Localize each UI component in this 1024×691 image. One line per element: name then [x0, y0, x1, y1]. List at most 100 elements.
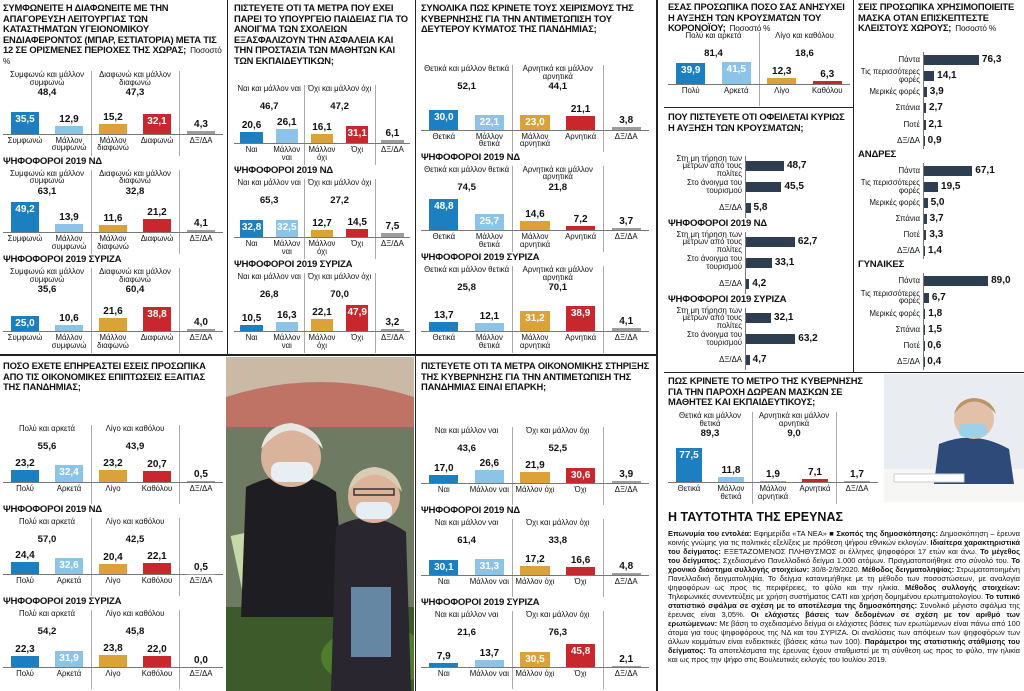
- separator: [512, 427, 514, 505]
- value-label: 22,3: [15, 643, 35, 655]
- method-text: Δημοσκόπηση – έρευνα κοινής γνώμης για τ…: [668, 529, 1021, 547]
- bar: [746, 237, 795, 248]
- summary-label: Λίγο και καθόλου: [775, 31, 834, 40]
- value-label: 48,7: [786, 160, 807, 172]
- category-label: ΔΞ/ΔΑ: [614, 577, 638, 586]
- baseline: [234, 237, 410, 238]
- bar: [520, 114, 550, 130]
- category-label: ΔΞ/ΔΑ: [719, 354, 742, 364]
- category-label: Στη μη τήρηση των μέτρων από τους πολίτε…: [676, 153, 742, 179]
- summary-label: Όχι και μάλλον όχι: [307, 84, 372, 93]
- category-label: ΔΞ/ΔΑ: [614, 232, 638, 242]
- summary-value: 57,0: [37, 533, 57, 545]
- summary-label: Λίγο και καθόλου: [105, 516, 165, 526]
- category-label: Όχι: [574, 485, 587, 494]
- category-label: Αρνητικά: [565, 333, 597, 342]
- summary-value: 32,8: [125, 185, 145, 197]
- summary-label: Συμφωνώ και μάλλον συμφωνώ: [10, 267, 84, 285]
- methodology: Η ΤΑΥΤΟΤΗΤΑ ΤΗΣ ΕΡΕΥΝΑΣ Επωνυμία του εντ…: [668, 510, 1020, 664]
- value-label: 10,6: [59, 312, 79, 324]
- value-label: 49,2: [15, 204, 35, 216]
- category-label: Μάλλον αρνητικά: [757, 484, 789, 501]
- category-label: Μάλλον διαφωνώ: [97, 135, 129, 153]
- separator: [91, 425, 92, 504]
- value-label: 32,6: [59, 559, 79, 571]
- summary-value: 33,8: [548, 535, 568, 546]
- value-label: 47,9: [347, 307, 367, 319]
- category-label: Ποτέ: [903, 119, 920, 129]
- value-label: 67,1: [975, 164, 995, 176]
- value-label: 32,8: [241, 221, 262, 233]
- category-label: ΔΞ/ΔΑ: [614, 131, 638, 141]
- value-label: 16,3: [277, 310, 297, 322]
- value-label: 30,6: [570, 469, 591, 481]
- photo: [884, 374, 1024, 502]
- method-label: Οι ελάχιστες βάσεις των δεδομένων σε σχέ…: [668, 610, 1020, 628]
- category-label: Ναι: [245, 239, 258, 248]
- method-label: Ιδιαίτερα χαρακτηριστικά του δείγματος:: [668, 538, 1021, 556]
- baseline: [421, 667, 649, 668]
- bar: [474, 213, 504, 231]
- axis-line: [923, 162, 924, 260]
- separator: [91, 71, 92, 156]
- category-label: Μάλλον συμφωνώ: [51, 234, 87, 252]
- value-label: 22,0: [147, 643, 167, 655]
- method-text: Τηλεφωνικές συνεντεύξεις με χρήση συστήμ…: [668, 592, 984, 601]
- bar: [767, 77, 797, 84]
- panel-title: ΠΩΣ ΚΡΙΝΕΤΕ ΤΟ ΜΕΤΡΟ ΤΗΣ ΚΥΒΕΡΝΗΣΗΣ ΓΙΑ …: [668, 375, 878, 408]
- bar: [566, 225, 596, 231]
- title-text: ΣΥΝΟΛΙΚΑ ΠΩΣ ΚΡΙΝΕΤΕ ΤΟΥΣ ΧΕΙΡΙΣΜΟΥΣ ΤΗΣ…: [421, 2, 634, 35]
- separator: [179, 169, 180, 255]
- bar: [142, 114, 172, 134]
- summary-value: 27,2: [330, 195, 349, 206]
- group-heading: ΨΗΦΟΦΟΡΟΙ 2019 ΣΥΡΙΖΑ: [3, 596, 122, 608]
- value-label: 13,9: [59, 211, 79, 223]
- category-label: Μάλλον όχι: [515, 485, 555, 494]
- bar: [54, 324, 84, 331]
- summary-value: 43,6: [457, 443, 476, 454]
- category-label: Μερικές φορές: [869, 198, 921, 208]
- category-label: Λίγο: [105, 483, 121, 493]
- bar: [611, 328, 641, 331]
- value-label: 0,6: [927, 339, 942, 351]
- bar: [429, 474, 459, 483]
- summary-value: 46,7: [259, 101, 279, 112]
- category-label: ΔΞ/ΔΑ: [380, 239, 404, 248]
- axis-line: [745, 156, 746, 218]
- category-label: Μάλλον όχι: [308, 145, 336, 162]
- bar: [721, 62, 751, 84]
- bar: [142, 563, 172, 575]
- category-label: Μάλλον συμφωνώ: [51, 333, 87, 350]
- bar: [520, 651, 550, 667]
- category-label: ΔΞ/ΔΑ: [719, 202, 742, 212]
- summary-label: Όχι και μάλλον όχι: [526, 518, 590, 527]
- value-label: 32,4: [59, 467, 79, 479]
- summary-value: 18,6: [795, 48, 814, 59]
- summary-value: 52,1: [457, 81, 476, 92]
- bar: [812, 80, 842, 84]
- category-label: Ποτέ: [903, 340, 920, 350]
- category-label: Λίγο: [105, 576, 121, 586]
- category-label: Αρνητικά: [799, 484, 831, 493]
- category-label: ΔΞ/ΔΑ: [189, 576, 213, 586]
- summary-value: 47,2: [330, 101, 349, 112]
- bar: [429, 110, 459, 130]
- summary-label: Ναι και μάλλον ναι: [237, 272, 301, 281]
- method-label: Επωνυμία του εντολέα:: [668, 529, 752, 538]
- separator: [304, 179, 306, 259]
- baseline: [3, 331, 223, 332]
- category-label: Ναι: [437, 669, 450, 678]
- bar: [98, 225, 128, 233]
- unit-label: Ποσοστό %: [955, 24, 996, 34]
- value-label: 0,5: [194, 562, 208, 574]
- separator: [512, 519, 514, 597]
- bar: [611, 665, 641, 667]
- axis-line: [745, 308, 746, 370]
- category-label: Μάλλον ναι: [469, 669, 509, 678]
- category-label: ΔΞ/ΔΑ: [380, 333, 404, 342]
- bar: [746, 313, 772, 324]
- summary-label: Θετικά και μάλλον θετικά: [424, 64, 510, 73]
- value-label: 10,5: [241, 313, 262, 325]
- axis-line: [923, 52, 924, 149]
- bar: [98, 469, 128, 482]
